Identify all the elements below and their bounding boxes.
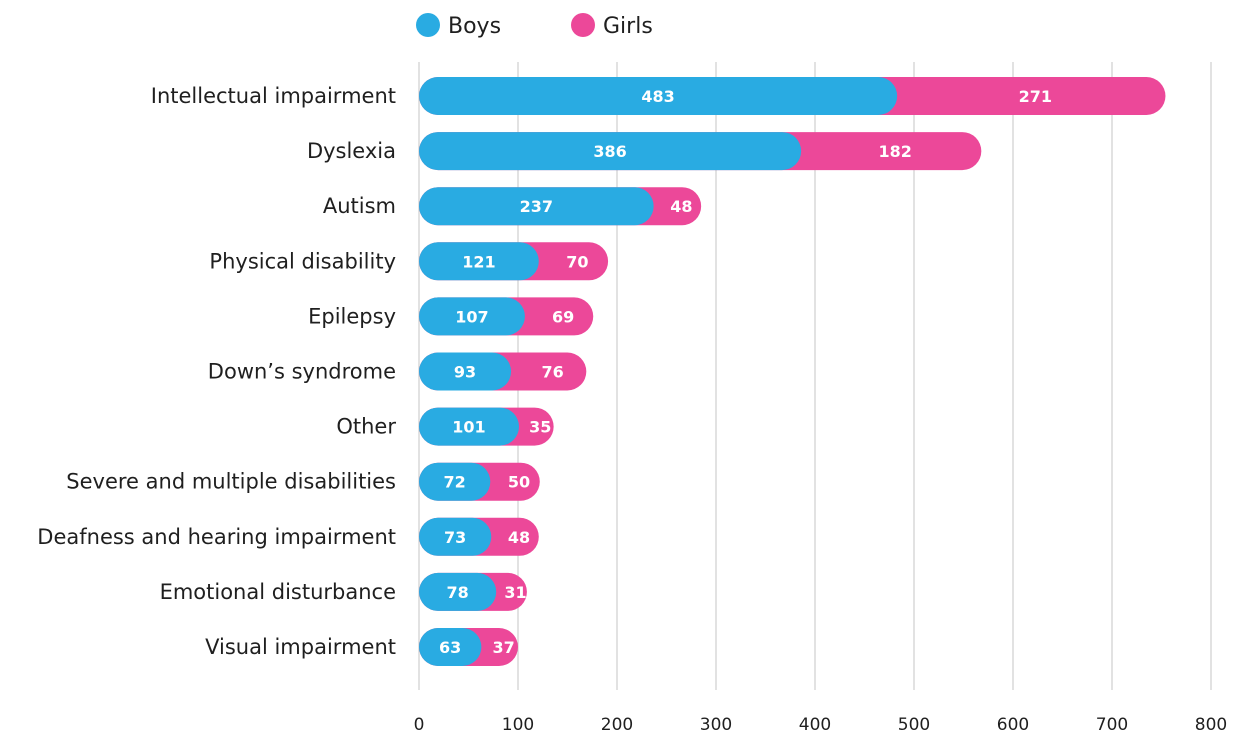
category-label: Intellectual impairment [151,84,396,108]
category-label: Deafness and hearing impairment [37,525,396,549]
value-label-boys: 107 [455,307,488,326]
bar-boys [419,352,512,391]
bar-boys [419,462,491,501]
bar-boys [419,407,519,446]
bar-boys [419,132,802,171]
x-tick-label: 400 [799,715,831,735]
legend-swatch-boys [416,13,440,37]
value-label-boys: 73 [444,528,466,547]
value-label-girls: 35 [529,418,551,437]
value-label-boys: 101 [452,418,485,437]
value-label-girls: 76 [542,363,564,382]
value-label-boys: 237 [520,197,553,216]
value-label-girls: 70 [566,252,588,271]
bar-boys [419,628,482,666]
bar-boys [419,242,539,281]
x-tick-label: 200 [601,715,633,735]
x-tick-label: 800 [1195,715,1227,735]
value-label-girls: 50 [508,473,530,492]
bar-boys [419,187,654,226]
x-tick-label: 0 [414,715,425,735]
category-label: Autism [323,194,396,218]
bar-boys [419,77,898,115]
legend-label-girls: Girls [603,14,653,39]
value-label-girls: 182 [879,142,912,161]
category-label: Physical disability [209,249,396,273]
legend-label-boys: Boys [448,14,501,39]
x-tick-label: 100 [502,715,534,735]
value-label-boys: 483 [641,87,674,106]
category-label: Dyslexia [307,139,396,163]
value-label-boys: 72 [444,473,466,492]
bar-boys [419,517,492,556]
value-label-girls: 48 [508,528,530,547]
value-label-girls: 48 [670,197,692,216]
x-tick-label: 500 [898,715,930,735]
value-label-boys: 78 [446,583,468,602]
value-label-girls: 271 [1019,87,1052,106]
labels-layer: Intellectual impairment 483 271 Dyslexia 386… [37,84,1052,659]
value-label-girls: 37 [493,638,515,657]
x-tick-label: 300 [700,715,732,735]
value-label-boys: 386 [593,142,626,161]
ticks-layer: 0 100 200 300 400 500 600 700 800 [414,715,1228,735]
bars-layer [419,77,1166,666]
legend-layer: Boys Girls [416,13,653,39]
x-tick-label: 700 [1096,715,1128,735]
value-label-boys: 63 [439,638,461,657]
category-label: Other [336,415,396,439]
category-label: Visual impairment [205,635,396,659]
legend-swatch-girls [571,13,595,37]
value-label-boys: 93 [454,363,476,382]
category-label: Severe and multiple disabilities [66,470,396,494]
category-label: Down’s syndrome [208,360,396,384]
category-label: Emotional disturbance [160,580,396,604]
category-label: Epilepsy [308,304,396,328]
bar-boys [419,572,497,611]
value-label-girls: 69 [552,307,574,326]
value-label-girls: 31 [504,583,526,602]
value-label-boys: 121 [462,252,495,271]
x-tick-label: 600 [997,715,1029,735]
bar-boys [419,297,525,336]
